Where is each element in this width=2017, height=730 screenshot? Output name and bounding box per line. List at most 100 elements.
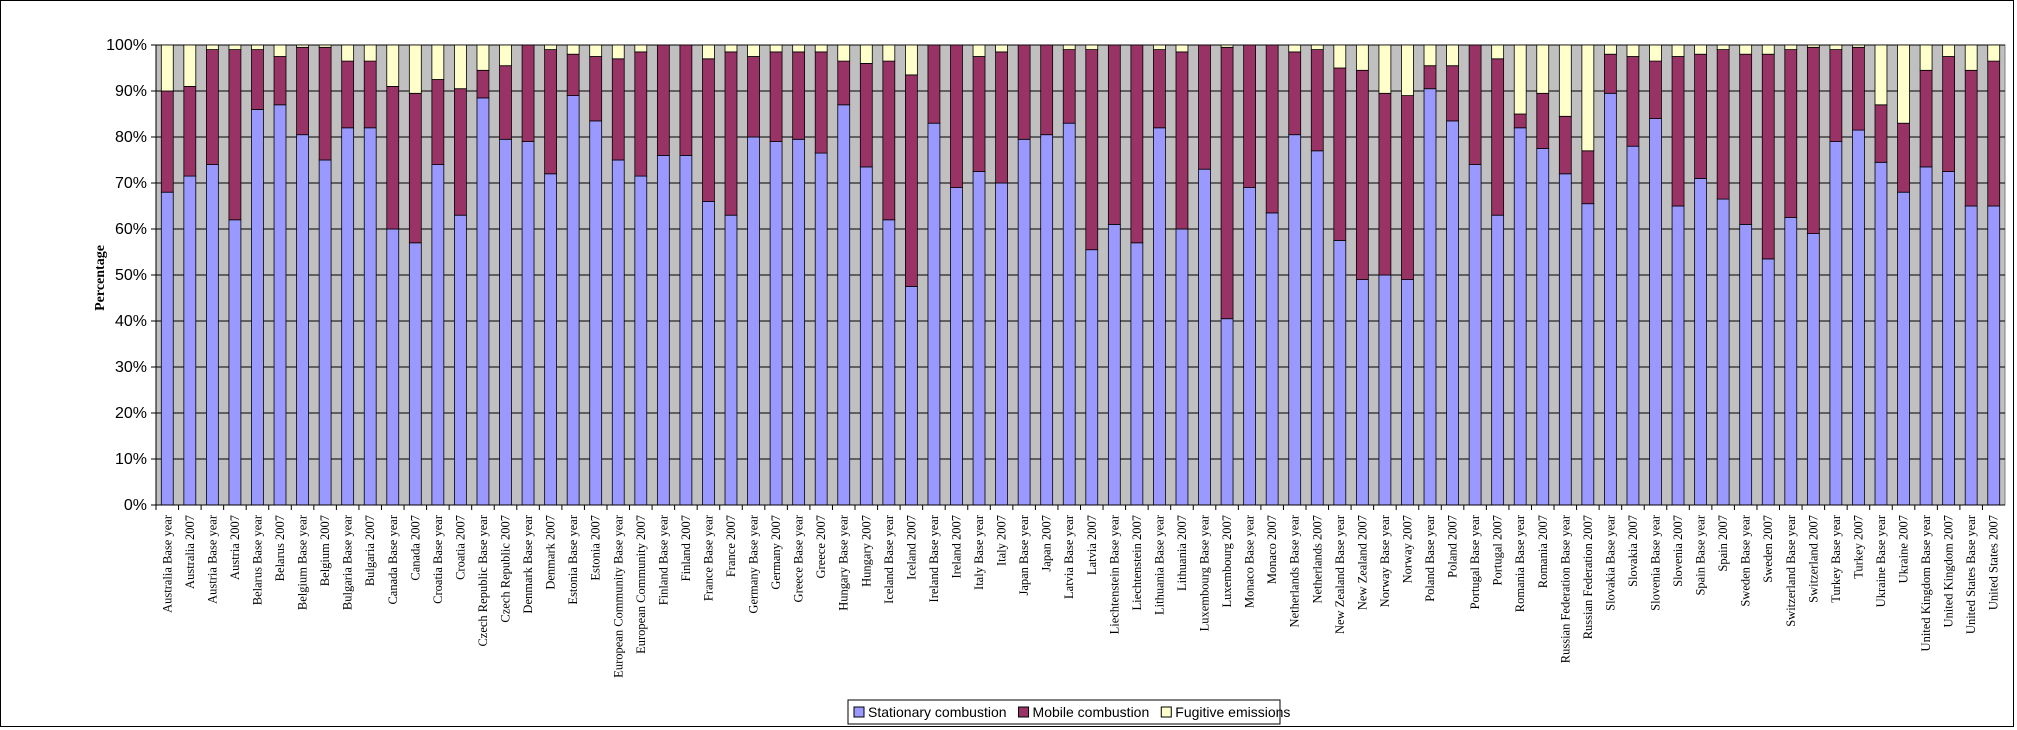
category-label: Belgium 2007: [318, 515, 332, 586]
bar-segment: [363, 127, 377, 506]
bar-segment: [273, 104, 287, 506]
category-label: Ukraine 2007: [1897, 515, 1911, 583]
bar-segment: [1581, 203, 1595, 506]
category-label: Finland 2007: [679, 515, 693, 581]
y-tick-label: 50%: [115, 267, 147, 284]
category-label: Japan Base year: [1017, 514, 1031, 595]
bar-segment: [499, 44, 512, 67]
category-label: Luxembourg 2007: [1220, 515, 1234, 607]
category-label: New Zealand 2007: [1355, 515, 1369, 610]
category-label: Poland Base year: [1423, 514, 1437, 602]
bar-segment: [318, 44, 332, 48]
bar-segment: [1761, 53, 1775, 260]
bar-segment: [1017, 138, 1031, 506]
category-label: Monaco Base year: [1243, 514, 1257, 608]
bar-segment: [1265, 44, 1279, 214]
bar-segment: [1310, 49, 1324, 152]
bar-segment: [1130, 242, 1144, 506]
bar-segment: [1919, 44, 1933, 71]
category-label: Australia Base year: [160, 514, 174, 613]
category-label: Austria 2007: [228, 515, 242, 580]
bar-segment: [1017, 44, 1031, 140]
bar-segment: [1107, 223, 1121, 506]
bar-segment: [521, 44, 535, 142]
category-label: Latvia 2007: [1085, 515, 1099, 575]
category-label: Slovenia 2007: [1671, 515, 1685, 587]
category-label: Netherlands Base year: [1288, 514, 1302, 627]
bar-segment: [589, 44, 603, 57]
bar-segment: [1806, 44, 1820, 48]
bar-segment: [1558, 44, 1572, 117]
bar-segment: [747, 44, 760, 57]
bar-segment: [1062, 44, 1076, 50]
category-label: United States Base year: [1964, 514, 1978, 634]
bar-segment: [1942, 44, 1956, 57]
bar-segment: [1333, 44, 1347, 69]
bar-segment: [296, 44, 309, 48]
bar-segment: [454, 88, 467, 216]
category-label: Czech Republic Base year: [476, 514, 490, 646]
bar-segment: [499, 138, 512, 506]
category-label: Liechtenstein Base year: [1107, 514, 1121, 634]
bar-segment: [1739, 223, 1753, 506]
bar-segment: [724, 51, 738, 216]
bar-segment: [431, 79, 445, 165]
category-label: Switzerland Base year: [1784, 514, 1798, 627]
bar-segment: [769, 51, 783, 142]
bar-segment: [1288, 134, 1302, 506]
bar-segment: [1401, 44, 1414, 96]
category-label: Austria Base year: [205, 514, 219, 604]
bar-segment: [1942, 171, 1956, 506]
bar-segment: [183, 86, 197, 177]
bar-segment: [1716, 44, 1730, 50]
bar-segment: [1107, 44, 1121, 225]
bar-segment: [1085, 49, 1099, 251]
bar-segment: [972, 171, 986, 506]
bar-segment: [476, 97, 490, 506]
bar-segment: [1874, 44, 1888, 106]
bar-segment: [1829, 141, 1843, 506]
bar-segment: [1716, 198, 1730, 506]
bar-segment: [566, 53, 580, 97]
bar-segment: [1310, 150, 1324, 506]
category-label: Italy 2007: [995, 515, 1009, 566]
bar-segment: [431, 44, 445, 80]
category-label: Poland 2007: [1446, 515, 1460, 578]
bar-segment: [341, 60, 355, 129]
bar-segment: [702, 58, 715, 202]
bar-segment: [1355, 279, 1369, 506]
bar-segment: [611, 159, 625, 506]
bar-segment: [1355, 44, 1369, 71]
bar-segment: [341, 127, 355, 506]
category-label: Luxembourg Base year: [1198, 514, 1212, 631]
y-tick-label: 10%: [115, 451, 147, 468]
category-label: Norway Base year: [1378, 514, 1392, 607]
bar-segment: [228, 219, 242, 506]
category-label: Ireland Base year: [927, 514, 941, 602]
bar-segment: [656, 154, 670, 506]
bar-segment: [408, 92, 422, 244]
bar-segment: [1288, 44, 1302, 53]
category-label: Slovakia 2007: [1626, 515, 1640, 587]
bar-segment: [1919, 166, 1933, 506]
bar-segment: [318, 46, 332, 161]
bar-segment: [634, 175, 648, 506]
category-label: Belarus Base year: [250, 514, 264, 605]
y-tick-label: 20%: [115, 405, 147, 422]
bar-segment: [454, 44, 467, 90]
bar-segment: [363, 60, 377, 129]
category-label: Ukraine Base year: [1874, 514, 1888, 607]
category-label: Liechtenstein 2007: [1130, 515, 1144, 610]
bar-segment: [1333, 240, 1347, 506]
bar-segment: [1604, 53, 1617, 94]
bar-segment: [950, 44, 963, 189]
category-label: Russian Federation Base year: [1558, 514, 1572, 663]
category-label: Denmark Base year: [521, 514, 535, 613]
bar-segment: [882, 219, 896, 506]
bar-segment: [1671, 44, 1685, 57]
bar-segment: [792, 44, 806, 53]
category-label: Denmark 2007: [544, 515, 558, 590]
y-tick-label: 40%: [115, 313, 147, 330]
bar-segment: [1378, 44, 1392, 94]
